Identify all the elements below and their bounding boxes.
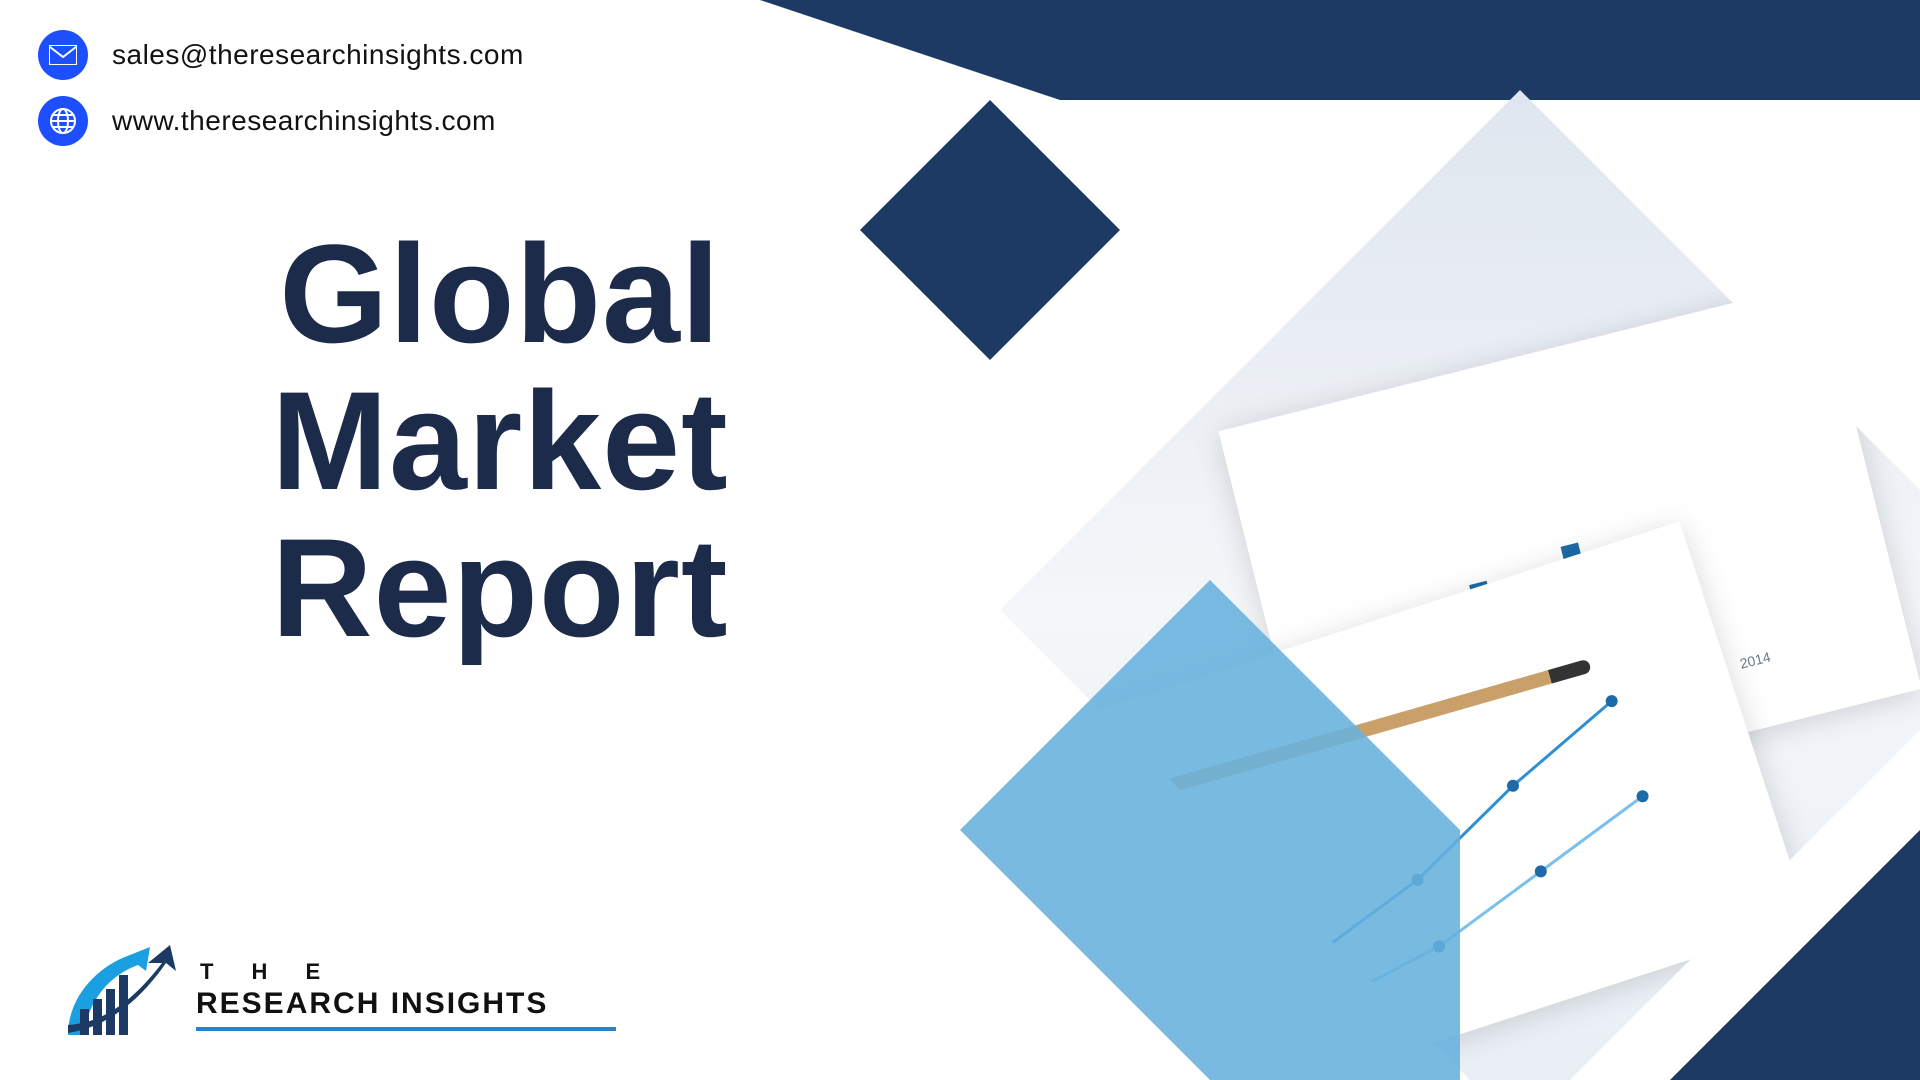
globe-icon bbox=[38, 96, 88, 146]
logo-top-text: T H E bbox=[200, 959, 616, 985]
logo-underline bbox=[196, 1027, 616, 1031]
hero-photo-diamond: Product 1 Product 2 Product 3 2014 bbox=[1000, 90, 1920, 1080]
contact-website-row: www.theresearchinsights.com bbox=[38, 96, 496, 146]
headline: Global Market Report bbox=[220, 220, 780, 661]
chevron-dark bbox=[860, 100, 1120, 360]
headline-line2: Market bbox=[220, 367, 780, 514]
report-cover: Product 1 Product 2 Product 3 2014 bbox=[0, 0, 1920, 1080]
top-strip bbox=[760, 0, 1920, 100]
x-label: 2014 bbox=[1738, 649, 1772, 672]
contact-email-text: sales@theresearchinsights.com bbox=[112, 39, 524, 71]
brand-logo: T H E RESEARCH INSIGHTS bbox=[60, 945, 616, 1045]
contact-website-text: www.theresearchinsights.com bbox=[112, 105, 496, 137]
desk-photo: Product 1 Product 2 Product 3 2014 bbox=[1000, 90, 1920, 1080]
headline-line3: Report bbox=[220, 514, 780, 661]
logo-text: T H E RESEARCH INSIGHTS bbox=[196, 959, 616, 1031]
headline-line1: Global bbox=[220, 220, 780, 367]
line-chart-sketch bbox=[1071, 521, 1809, 1080]
chart-paper-front bbox=[1071, 521, 1809, 1080]
mail-icon bbox=[38, 30, 88, 80]
logo-bottom-text: RESEARCH INSIGHTS bbox=[196, 987, 616, 1021]
contact-email-row: sales@theresearchinsights.com bbox=[38, 30, 524, 80]
logo-mark-icon bbox=[60, 945, 180, 1045]
